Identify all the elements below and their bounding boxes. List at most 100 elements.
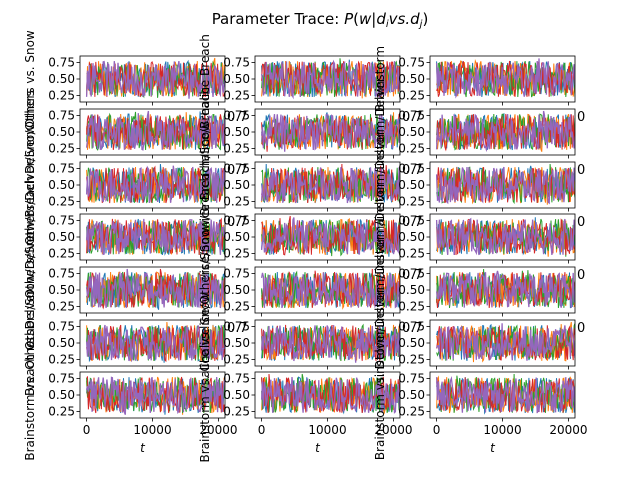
y-tick-label: 0.75: [48, 162, 75, 176]
x-tick-label: 10000: [308, 423, 346, 437]
trace-line-series-3: [261, 219, 400, 257]
trace-line-series-5: [435, 166, 575, 205]
x-tick-label: 0: [433, 423, 441, 437]
y-tick-label: 0.50: [48, 336, 75, 350]
overlap-fragment-label: 0: [577, 215, 585, 230]
trace-line-series-5: [435, 217, 575, 256]
title-prefix: Parameter Trace:: [212, 10, 344, 28]
overlap-fragment-label: 0.7: [402, 163, 423, 178]
y-tick-label: 0.50: [48, 178, 75, 192]
trace-line-series-5: [85, 110, 225, 151]
overlap-fragment-label: 0.7: [402, 215, 423, 230]
trace-line-series-5: [435, 376, 575, 414]
trace-subplot: 0.25 0.50 0.75 Chalice Breach: [198, 34, 401, 124]
overlap-fragment-label: 0: [577, 163, 585, 178]
overlap-fragment-label: 0.7: [227, 110, 248, 125]
y-tick-label: 0.25: [48, 246, 75, 260]
y-tick-label: 0.50: [223, 72, 250, 86]
overlap-fragment-label: 0: [577, 110, 585, 125]
y-tick-label: 0.50: [223, 283, 250, 297]
y-tick-label: 0.25: [48, 194, 75, 208]
overlap-fragment-label: 0.7: [402, 321, 423, 336]
trace-line-series-5: [260, 113, 400, 152]
trace-subplot: 0.25 0.50 0.75 Brainstorm/Delver 0: [373, 182, 585, 292]
x-tick-label: 20000: [199, 423, 237, 437]
trace-subplot: 0.25 0.50 0.75 0 10000 20000 t Brainstorm vs. O…: [23, 329, 238, 460]
y-tick-label: 0.25: [223, 299, 250, 313]
overlap-fragment-label: 0: [577, 268, 585, 283]
y-tick-label: 0.75: [48, 320, 75, 334]
y-axis-label: Brainstorm/Delver: [373, 77, 387, 187]
y-tick-label: 0.50: [223, 230, 250, 244]
trace-subplot: 0.25 0.50 0.75 Chalice Breach/Snow 0.7: [198, 122, 423, 248]
title-i: i: [386, 19, 389, 30]
y-tick-label: 0.50: [223, 125, 250, 139]
trace-line-series-1: [261, 271, 400, 308]
title-w: w: [359, 10, 372, 28]
trace-line-series-5: [260, 217, 400, 255]
trace-line-series-4: [436, 377, 575, 414]
trace-subplot: 0.25 0.50 0.75 0 10000 20000 t Brainstorm vs. C…: [198, 328, 413, 463]
title-vs: vs.: [389, 10, 410, 28]
y-tick-label: 0.25: [223, 141, 250, 155]
overlap-fragment-label: 0: [577, 321, 585, 336]
title-j: j: [418, 19, 423, 30]
y-axis-label: Brainstorm vs. Others: [23, 329, 37, 460]
trace-subplot: 0.25 0.50 0.75 Breach vs. Delver 0.7: [23, 290, 248, 396]
y-tick-label: 0.50: [48, 125, 75, 139]
overlap-fragment-label: 0.7: [227, 321, 248, 336]
trace-line-series-5: [260, 325, 400, 363]
trace-subplot: 0.25 0.50 0.75 Delver/Others 0.7: [23, 90, 248, 174]
y-tick-label: 0.75: [48, 267, 75, 281]
trace-line-series-4: [436, 272, 575, 309]
trace-line-series-5: [85, 376, 225, 415]
title-d: d: [376, 10, 386, 28]
y-tick-label: 0.25: [48, 141, 75, 155]
y-tick-label: 0.25: [223, 352, 250, 366]
y-tick-label: 0.75: [398, 162, 425, 176]
y-axis-label: Chalice/Others/Snow: [198, 227, 212, 352]
trace-subplot: 0.25 0.50 0.75 Brainstorm/Delver 0: [373, 130, 585, 240]
y-tick-label: 0.25: [223, 88, 250, 102]
y-tick-label: 0.25: [223, 404, 250, 418]
trace-subplot: 0.25 0.50 0.75 Brainstorm/Delver 0: [373, 77, 585, 187]
trace-subplot: 0.25 0.50 0.75 Brainstorm/Delver 0: [373, 288, 585, 398]
y-axis-label: Brainstorm/Delver: [373, 182, 387, 292]
y-tick-label: 0.75: [223, 56, 250, 70]
y-tick-label: 0.75: [48, 214, 75, 228]
trace-line-series-5: [435, 110, 575, 153]
y-axis-label: Others/Delver/Snow: [23, 125, 37, 245]
trace-line-series-5: [85, 268, 225, 309]
trace-subplot: 0.25 0.50 0.75 Brainstorm: [373, 46, 576, 112]
y-tick-label: 0.50: [223, 388, 250, 402]
y-tick-label: 0.25: [398, 352, 425, 366]
y-axis-label: Chalice Breach/Snow: [198, 122, 212, 248]
y-tick-label: 0.50: [48, 230, 75, 244]
trace-line-series-3: [436, 163, 575, 205]
x-axis-label: t: [490, 441, 496, 455]
y-tick-label: 0.75: [223, 214, 250, 228]
y-axis-label: Chalice/Snow/Breach: [198, 174, 212, 300]
y-tick-label: 0.25: [398, 194, 425, 208]
y-axis-label: Delver/Others: [23, 90, 37, 174]
x-tick-label: 20000: [374, 423, 412, 437]
y-tick-label: 0.25: [398, 141, 425, 155]
y-tick-label: 0.75: [48, 372, 75, 386]
trace-line-series-5: [435, 323, 575, 361]
y-tick-label: 0.75: [398, 56, 425, 70]
y-tick-label: 0.50: [223, 178, 250, 192]
trace-line-series-1: [436, 377, 575, 415]
x-axis-label: t: [315, 441, 321, 455]
trace-subplot: 0.25 0.50 0.75 Others/Delver/Snow 0.7: [23, 125, 248, 245]
y-tick-label: 0.75: [223, 267, 250, 281]
y-tick-label: 0.25: [398, 404, 425, 418]
trace-subplot: 0.25 0.50 0.75 Others/Snow/Delver: [23, 230, 226, 350]
y-axis-label: Breach vs. Delver: [23, 290, 37, 396]
y-axis-label: Others/Snow/Breach: [23, 176, 37, 299]
y-tick-label: 0.50: [398, 230, 425, 244]
y-tick-label: 0.50: [398, 388, 425, 402]
trace-line-series-4: [436, 166, 575, 204]
y-tick-label: 0.75: [398, 372, 425, 386]
y-axis-label: Brainstorm: [373, 46, 387, 112]
overlap-fragment-label: 0.7: [402, 268, 423, 283]
